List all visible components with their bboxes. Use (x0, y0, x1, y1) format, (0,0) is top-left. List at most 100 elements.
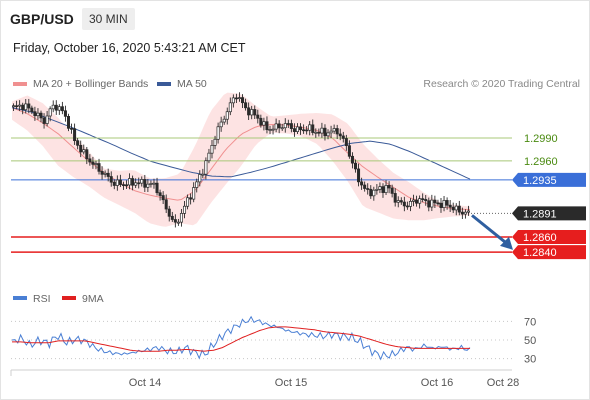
candle-body (390, 187, 394, 194)
price-candle (329, 125, 333, 139)
price-candle (189, 193, 193, 205)
rsi-legend-swatch-0 (13, 296, 27, 300)
candle-body (317, 131, 321, 134)
price-candle (308, 121, 312, 136)
candle-body (439, 202, 443, 208)
candle-body (134, 182, 138, 186)
price-candle (128, 173, 132, 190)
x-tick-label-0: Oct 14 (129, 377, 161, 389)
price-candle (292, 123, 296, 137)
projection-arrow-shaft (471, 214, 507, 245)
candle-body (314, 131, 318, 134)
price-candle (170, 211, 174, 222)
price-candle (305, 126, 309, 135)
candle-body (262, 121, 266, 126)
candle-body (57, 106, 61, 111)
price-candle (100, 166, 104, 180)
candle-body (109, 176, 113, 183)
candle-body (436, 202, 440, 205)
candle-body (124, 184, 129, 187)
candle-body (369, 188, 373, 197)
price-candle (286, 119, 290, 129)
price-candle (167, 205, 171, 222)
candle-body (173, 219, 177, 223)
price-candle (146, 178, 150, 193)
candle-body (378, 186, 382, 190)
candle-body (192, 187, 196, 200)
price-candle (97, 158, 101, 175)
candle-body (198, 174, 202, 183)
candle-body (103, 172, 107, 175)
candle-body (164, 199, 168, 210)
price-candle (262, 117, 266, 131)
candle-body (219, 121, 223, 128)
candle-body (265, 121, 269, 131)
candle-body (396, 200, 400, 203)
price-candle (121, 181, 125, 190)
candle-body (292, 128, 296, 132)
rsi-legend-swatch-1 (62, 296, 76, 300)
price-candle (103, 170, 107, 178)
price-candle (448, 200, 452, 213)
price-candle (176, 218, 180, 226)
price-candle (33, 106, 37, 121)
candle-body (137, 182, 141, 185)
price-candle (387, 181, 391, 194)
candle-body (234, 97, 238, 100)
price-candle (439, 198, 443, 213)
level-tag-2 (512, 172, 586, 187)
candle-body (115, 179, 119, 186)
x-tick-label-2: Oct 16 (421, 377, 453, 389)
legend-label-1: MA 50 (177, 78, 207, 90)
candle-body (372, 189, 376, 197)
candle-body (82, 149, 86, 153)
candle-body (231, 97, 235, 104)
candle-body (357, 168, 361, 183)
symbol-title: GBP/USD (10, 11, 74, 27)
candle-body (247, 107, 251, 116)
price-candle (91, 156, 95, 169)
x-tick-label-1: Oct 15 (275, 377, 307, 389)
timeframe-badge[interactable]: 30 MIN (82, 8, 135, 30)
candle-body (100, 170, 104, 175)
price-candle (241, 94, 245, 109)
candle-body (408, 201, 412, 207)
candle-body (299, 126, 303, 131)
price-candle (57, 104, 61, 115)
candle-body (207, 152, 211, 162)
candle-body (149, 183, 153, 185)
candle-body (402, 201, 406, 207)
price-candle (418, 195, 422, 209)
price-candle (271, 125, 275, 135)
price-candle (18, 100, 22, 112)
price-candle (63, 105, 67, 122)
price-candle (234, 93, 238, 104)
price-candle (366, 183, 370, 195)
candle-body (88, 158, 92, 163)
candle-body (225, 111, 229, 120)
candle-body (286, 123, 290, 125)
price-candle (94, 160, 98, 170)
price-candle (36, 108, 40, 120)
candle-body (18, 104, 22, 107)
candle-body (253, 109, 257, 116)
price-candle (436, 199, 440, 206)
candle-body (45, 115, 49, 124)
projection-arrow-head (500, 236, 513, 250)
candle-body (112, 181, 116, 186)
price-candle (274, 118, 278, 133)
price-candle (112, 179, 116, 190)
price-candle (60, 101, 64, 115)
price-candle (140, 176, 144, 187)
price-candle (134, 178, 138, 189)
price-candle (415, 195, 419, 207)
price-candle (335, 124, 339, 140)
candle-body (427, 200, 431, 208)
price-candle (149, 180, 153, 188)
candle-body (268, 129, 272, 131)
price-candle (231, 94, 235, 108)
price-candle (399, 197, 403, 205)
candle-body (271, 128, 275, 131)
price-candle (247, 102, 251, 121)
candle-body (21, 104, 25, 111)
